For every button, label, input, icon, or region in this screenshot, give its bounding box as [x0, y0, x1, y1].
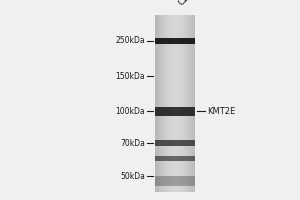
Text: 70kDa: 70kDa [120, 139, 145, 148]
Bar [164, 15, 166, 192]
Bar [174, 15, 175, 192]
Bar [166, 15, 167, 192]
Bar [194, 15, 195, 192]
Bar [167, 15, 168, 192]
Bar [190, 15, 191, 192]
Bar [170, 15, 171, 192]
Text: 100kDa: 100kDa [116, 107, 145, 116]
Bar [168, 15, 170, 192]
Bar [175, 15, 176, 192]
Bar [160, 15, 162, 192]
Bar [155, 156, 195, 161]
Bar [155, 107, 195, 116]
Bar [155, 176, 195, 186]
Bar [182, 15, 183, 192]
Text: 150kDa: 150kDa [116, 72, 145, 81]
Bar [176, 15, 178, 192]
Bar [155, 38, 195, 44]
Bar [180, 15, 182, 192]
Bar [178, 15, 179, 192]
Bar [192, 15, 194, 192]
Bar [163, 15, 164, 192]
Bar [186, 15, 187, 192]
Text: KMT2E: KMT2E [207, 107, 235, 116]
Bar [155, 15, 195, 192]
Bar [172, 15, 174, 192]
Bar [187, 15, 188, 192]
Bar [179, 15, 180, 192]
Bar [188, 15, 190, 192]
Bar [191, 15, 192, 192]
Bar [183, 15, 184, 192]
Bar [155, 140, 195, 146]
Text: 50kDa: 50kDa [120, 172, 145, 181]
Bar [171, 15, 172, 192]
Bar [158, 15, 159, 192]
Text: C2C12: C2C12 [177, 0, 204, 7]
Text: 250kDa: 250kDa [116, 36, 145, 45]
Bar [162, 15, 163, 192]
Bar [155, 15, 156, 192]
Bar [156, 15, 158, 192]
Bar [184, 15, 186, 192]
Bar [159, 15, 160, 192]
